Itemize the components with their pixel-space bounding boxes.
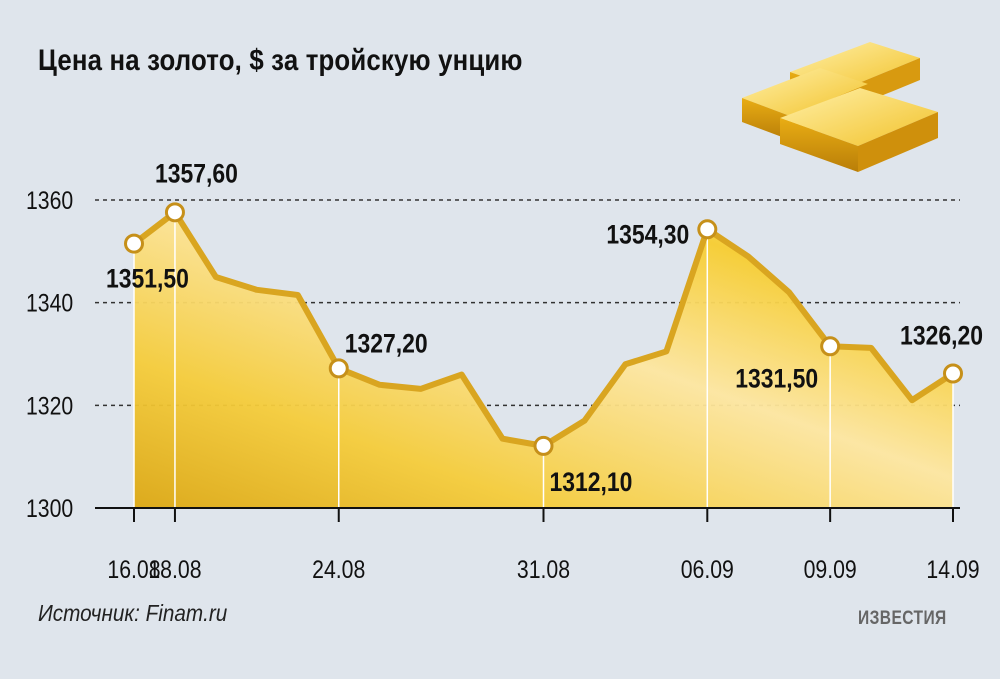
x-tick-label: 24.08 bbox=[312, 555, 365, 583]
y-tick-label: 1300 bbox=[26, 494, 73, 522]
data-label: 1312,10 bbox=[550, 467, 633, 497]
data-label: 1327,20 bbox=[345, 329, 428, 359]
x-tick-label: 16.08 bbox=[107, 555, 160, 583]
data-label: 1326,20 bbox=[900, 321, 983, 351]
x-tick-label: 31.08 bbox=[517, 555, 570, 583]
data-point-marker bbox=[164, 202, 185, 223]
data-point-marker bbox=[697, 219, 718, 240]
x-tick-label: 06.09 bbox=[681, 555, 734, 583]
source-note: Источник: Finam.ru bbox=[38, 600, 228, 626]
data-label: 1357,60 bbox=[155, 159, 238, 189]
y-tick-label: 1340 bbox=[26, 289, 73, 317]
x-tick-label: 14.09 bbox=[926, 555, 979, 583]
data-label: 1354,30 bbox=[606, 220, 689, 250]
chart-title: Цена на золото, $ за тройскую унцию bbox=[38, 44, 523, 77]
data-point-marker bbox=[328, 358, 349, 379]
data-point-marker bbox=[820, 336, 841, 357]
y-tick-label: 1320 bbox=[26, 392, 73, 420]
x-tick-label: 09.09 bbox=[804, 555, 857, 583]
data-label: 1351,50 bbox=[106, 264, 189, 294]
data-point-marker bbox=[943, 363, 963, 384]
y-tick-label: 1360 bbox=[26, 186, 73, 214]
data-point-marker bbox=[124, 233, 144, 254]
data-point-marker bbox=[533, 435, 554, 456]
gold-bars-icon bbox=[742, 42, 938, 172]
publisher-logo: ИЗВЕСТИЯ bbox=[858, 608, 947, 629]
data-label: 1331,50 bbox=[735, 364, 818, 394]
x-tick-label: 18.08 bbox=[148, 555, 201, 583]
